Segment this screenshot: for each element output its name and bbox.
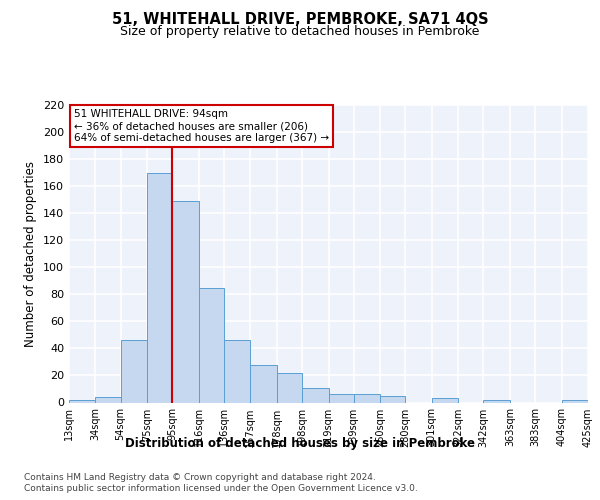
Text: 51 WHITEHALL DRIVE: 94sqm
← 36% of detached houses are smaller (206)
64% of semi: 51 WHITEHALL DRIVE: 94sqm ← 36% of detac… (74, 110, 329, 142)
Bar (380, 396, 406, 402)
Bar (224, 340, 250, 402)
Bar (199, 288, 224, 403)
Bar (432, 398, 458, 402)
Text: Contains public sector information licensed under the Open Government Licence v3: Contains public sector information licen… (24, 484, 418, 493)
Text: 51, WHITEHALL DRIVE, PEMBROKE, SA71 4QS: 51, WHITEHALL DRIVE, PEMBROKE, SA71 4QS (112, 12, 488, 28)
Bar (172, 201, 199, 402)
Bar (302, 388, 329, 402)
Text: Distribution of detached houses by size in Pembroke: Distribution of detached houses by size … (125, 438, 475, 450)
Bar (250, 364, 277, 403)
Bar (562, 400, 588, 402)
Bar (329, 394, 353, 402)
Bar (353, 394, 380, 402)
Bar (484, 400, 510, 402)
Y-axis label: Number of detached properties: Number of detached properties (25, 161, 37, 347)
Bar (95, 397, 121, 402)
Bar (69, 400, 95, 402)
Bar (147, 172, 172, 402)
Bar (121, 340, 147, 402)
Bar (277, 373, 302, 402)
Text: Size of property relative to detached houses in Pembroke: Size of property relative to detached ho… (121, 25, 479, 38)
Text: Contains HM Land Registry data © Crown copyright and database right 2024.: Contains HM Land Registry data © Crown c… (24, 472, 376, 482)
